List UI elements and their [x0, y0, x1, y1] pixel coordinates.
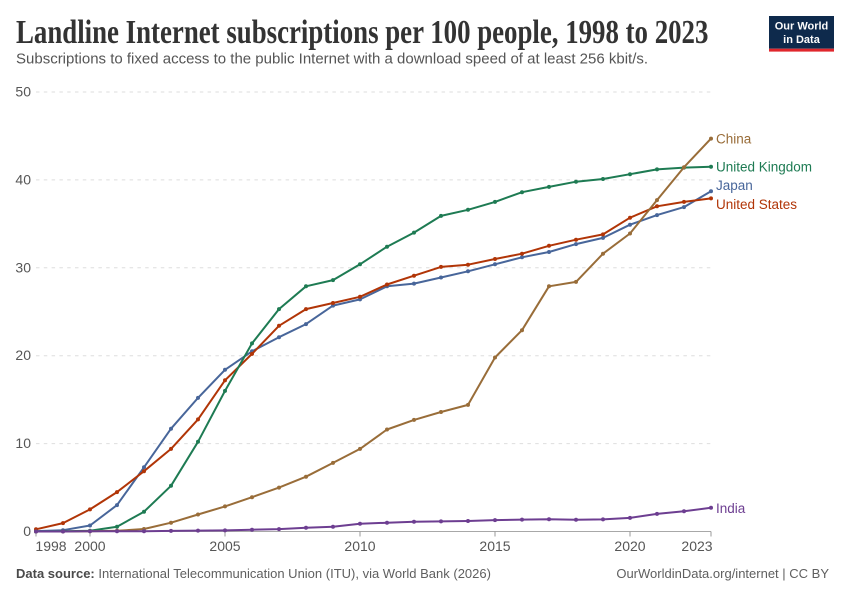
svg-text:2020: 2020 — [614, 538, 645, 554]
svg-text:1998: 1998 — [35, 538, 66, 554]
svg-text:2005: 2005 — [209, 538, 240, 554]
svg-text:China: China — [716, 132, 752, 147]
svg-text:2010: 2010 — [344, 538, 375, 554]
svg-text:OurWorldinData.org/internet |: OurWorldinData.org/internet | CC BY — [616, 566, 829, 581]
svg-text:50: 50 — [15, 84, 31, 100]
svg-text:2000: 2000 — [74, 538, 105, 554]
svg-text:United States: United States — [716, 197, 797, 212]
svg-text:40: 40 — [15, 171, 31, 187]
svg-text:Data source: International Tel: Data source: International Telecommunica… — [16, 566, 491, 581]
svg-text:Japan: Japan — [716, 178, 753, 193]
svg-text:30: 30 — [15, 259, 31, 275]
svg-text:10: 10 — [15, 435, 31, 451]
svg-text:United Kingdom: United Kingdom — [716, 160, 812, 175]
svg-text:2023: 2023 — [681, 538, 712, 554]
svg-text:India: India — [716, 501, 746, 516]
svg-text:20: 20 — [15, 347, 31, 363]
svg-text:in Data: in Data — [783, 34, 821, 46]
svg-text:Subscriptions to fixed access: Subscriptions to fixed access to the pub… — [16, 51, 648, 68]
svg-text:Our World: Our World — [775, 21, 829, 33]
svg-text:0: 0 — [23, 523, 31, 539]
svg-text:Landline Internet subscription: Landline Internet subscriptions per 100 … — [16, 13, 708, 51]
svg-text:2015: 2015 — [479, 538, 510, 554]
